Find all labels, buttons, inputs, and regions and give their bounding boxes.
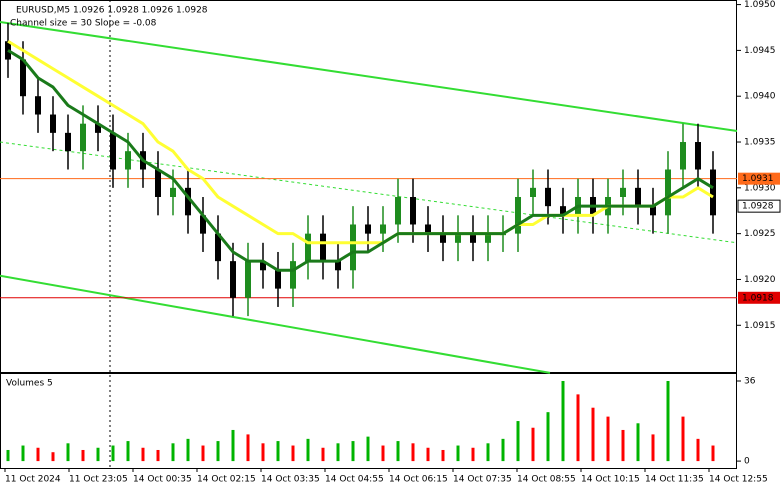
y-tick-label: 1.0945 <box>744 46 776 56</box>
y-tick-label: 1.0925 <box>744 229 776 239</box>
x-tick-label: 14 Oct 10:15 <box>581 475 640 485</box>
candle-body <box>545 187 551 207</box>
x-tick-label: 14 Oct 07:35 <box>453 475 512 485</box>
candle-body <box>485 233 491 243</box>
candle-body <box>80 123 86 152</box>
candle-body <box>290 261 296 289</box>
x-tick-label: 11 Oct 23:05 <box>69 475 128 485</box>
y-tick-label: 1.0920 <box>744 275 776 285</box>
candle-body <box>455 233 461 243</box>
candle-body <box>680 142 686 170</box>
candle-body <box>440 233 446 243</box>
x-tick-label: 14 Oct 00:35 <box>133 475 192 485</box>
candle-body <box>95 123 101 133</box>
y-tick-label: 1.0940 <box>744 92 776 102</box>
x-tick-label: 11 Oct 2024 <box>5 475 61 485</box>
candle-body <box>665 169 671 216</box>
y-tick-label: 1.0915 <box>744 321 776 331</box>
candle-body <box>365 224 371 234</box>
candle-body <box>410 196 416 225</box>
price-level-box <box>737 199 781 213</box>
candle-body <box>650 206 656 216</box>
chart-subtitle: Channel size = 30 Slope = -0.08 <box>10 19 157 29</box>
volume-tick-label: 0 <box>744 457 750 467</box>
y-tick-label: 1.0950 <box>744 0 776 10</box>
candle-body <box>320 233 326 262</box>
candle-body <box>170 187 176 197</box>
y-tick-label: 1.0935 <box>744 138 776 148</box>
candle-body <box>200 215 206 234</box>
candle-body <box>305 233 311 262</box>
price-level-box <box>738 172 780 185</box>
marks <box>0 21 738 462</box>
chart-title: EURUSD,M5 1.0926 1.0928 1.0926 1.0928 <box>16 6 208 16</box>
candle-body <box>515 196 521 234</box>
candle-body <box>275 270 281 289</box>
candle-body <box>245 261 251 298</box>
x-tick-label: 14 Oct 11:35 <box>645 475 704 485</box>
volume-title: Volumes 5 <box>6 379 53 389</box>
x-tick-label: 14 Oct 12:55 <box>709 475 768 485</box>
candle-body <box>635 187 641 207</box>
candle-body <box>5 41 11 60</box>
candle-body <box>335 261 341 271</box>
moving-average <box>7 39 714 245</box>
candle-body <box>230 261 236 298</box>
candle-body <box>110 132 116 170</box>
candle-body <box>710 169 716 216</box>
candle-body <box>260 261 266 271</box>
price-level-label: 1.0928 <box>742 202 774 212</box>
candle-body <box>155 169 161 197</box>
channel-middle <box>0 141 738 244</box>
x-tick-label: 14 Oct 03:35 <box>261 475 320 485</box>
candle-body <box>20 59 26 97</box>
candle-body <box>380 224 386 234</box>
candle-body <box>395 196 401 225</box>
candle-body <box>65 132 71 152</box>
y-tick-label: 1.0930 <box>744 183 776 193</box>
moving-average <box>7 49 714 272</box>
volume-pane <box>0 373 737 469</box>
candle-body <box>425 224 431 234</box>
candle-body <box>695 142 701 170</box>
x-tick-label: 14 Oct 04:55 <box>325 475 384 485</box>
candle-body <box>50 114 56 133</box>
price-level-label: 1.0931 <box>742 174 774 184</box>
volume-tick-label: 36 <box>744 377 756 387</box>
candle-body <box>530 187 536 197</box>
price-pane <box>0 0 737 373</box>
candle-body <box>350 224 356 271</box>
candle-body <box>35 96 41 115</box>
price-level-label: 1.0918 <box>742 293 774 303</box>
candle-body <box>215 233 221 262</box>
candle-body <box>470 233 476 243</box>
candle-body <box>125 151 131 170</box>
channel-upper <box>0 21 738 133</box>
x-tick-label: 14 Oct 06:15 <box>389 475 448 485</box>
price-level-box <box>738 291 780 304</box>
candle-body <box>185 187 191 216</box>
candle-body <box>560 206 566 216</box>
x-tick-label: 14 Oct 02:15 <box>197 475 256 485</box>
channel-lower <box>0 274 551 374</box>
x-tick-label: 14 Oct 08:55 <box>517 475 576 485</box>
candle-body <box>620 187 626 197</box>
